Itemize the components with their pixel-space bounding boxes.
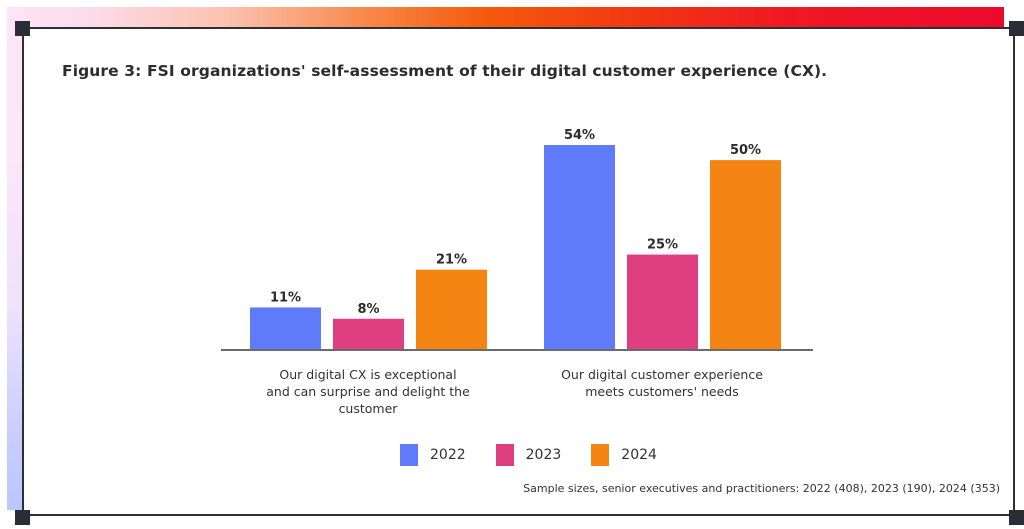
decorative-gradient-top [7,7,1004,28]
bar-value-label: 11% [270,290,301,305]
frame-corner-bottom-left [15,510,30,525]
figure-frame [22,27,1015,516]
legend-label: 2024 [621,447,657,463]
legend-swatch [400,444,418,466]
frame-corner-top-left [15,21,30,36]
legend-label: 2022 [430,447,466,463]
bar-value-label: 54% [564,128,595,143]
bar-2022-cat1 [544,145,615,349]
bar-value-label: 8% [357,302,379,317]
legend-item-2024: 2024 [591,444,657,466]
bar-2023-cat1 [627,254,698,349]
frame-corner-top-right [1009,21,1024,36]
category-label-0: Our digital CX is exceptional and can su… [248,366,488,417]
decorative-gradient-left [7,7,23,510]
category-label-line: Our digital customer experience [561,367,763,382]
bar-2023-cat0 [333,318,404,349]
bar-2024-cat0 [416,269,487,349]
legend-swatch [591,444,610,466]
category-label-line: and can surprise and delight the [266,384,470,399]
legend-item-2023: 2023 [495,444,562,466]
category-label-line: Our digital CX is exceptional [279,367,457,382]
category-label-1: Our digital customer experience meets cu… [542,366,782,400]
value-labels-layer: 11% 8% 21% 54% 25% 50% [270,128,761,317]
category-label-line: customer [338,401,398,416]
sample-size-footnote: Sample sizes, senior executives and prac… [523,482,1000,495]
bars-layer [250,145,781,349]
chart-legend: 2022 2023 2024 [400,444,687,466]
bar-2022-cat0 [250,307,321,349]
bar-value-label: 21% [436,253,467,268]
category-label-line: meets customers' needs [585,384,739,399]
bar-2024-cat1 [710,160,781,349]
chart-title: Figure 3: FSI organizations' self-assess… [62,62,828,80]
bar-value-label: 25% [647,238,678,253]
bar-value-label: 50% [730,143,761,158]
frame-corner-bottom-right [1009,510,1024,525]
legend-swatch [495,444,514,466]
legend-item-2022: 2022 [400,444,466,466]
legend-label: 2023 [525,447,562,463]
